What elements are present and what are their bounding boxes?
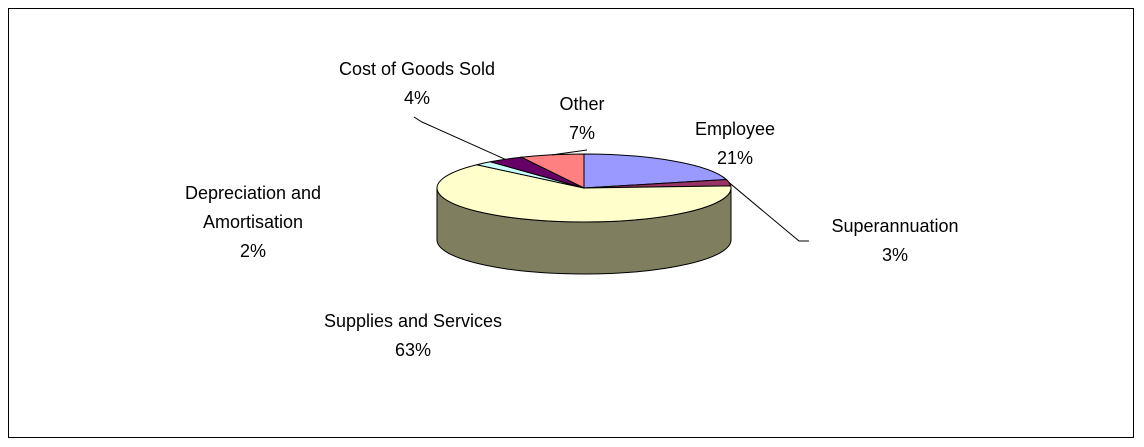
label-superannuation-percent: 3%: [882, 245, 908, 265]
chart-area: Employee 21% Superannuation 3% Supplies …: [8, 8, 1134, 438]
leader-lines-group: [413, 116, 809, 242]
label-superannuation-name: Superannuation: [831, 216, 958, 236]
slice-labels-group: Employee 21% Superannuation 3% Supplies …: [185, 59, 959, 360]
label-employee-name: Employee: [695, 119, 775, 139]
label-depreciation-name-line2: Amortisation: [203, 212, 303, 232]
label-other-percent: 7%: [569, 123, 595, 143]
pie-slice-supplies-and-services: [436, 164, 732, 223]
label-cogs-name: Cost of Goods Sold: [339, 59, 495, 79]
label-other-name: Other: [559, 94, 604, 114]
pie-slice-employee: [583, 153, 728, 189]
label-supplies-name: Supplies and Services: [324, 311, 502, 331]
pie-chart: Employee 21% Superannuation 3% Supplies …: [185, 59, 959, 360]
pie-slices-group: [436, 153, 732, 223]
label-cogs-percent: 4%: [404, 88, 430, 108]
leader-line-other: [551, 149, 588, 156]
label-employee-percent: 21%: [717, 148, 753, 168]
label-supplies-percent: 63%: [395, 340, 431, 360]
leader-line-cost-of-goods-sold: [413, 116, 506, 160]
label-depreciation-name-line1: Depreciation and: [185, 183, 321, 203]
label-depreciation-percent: 2%: [240, 241, 266, 261]
leader-line-superannuation: [728, 182, 809, 242]
